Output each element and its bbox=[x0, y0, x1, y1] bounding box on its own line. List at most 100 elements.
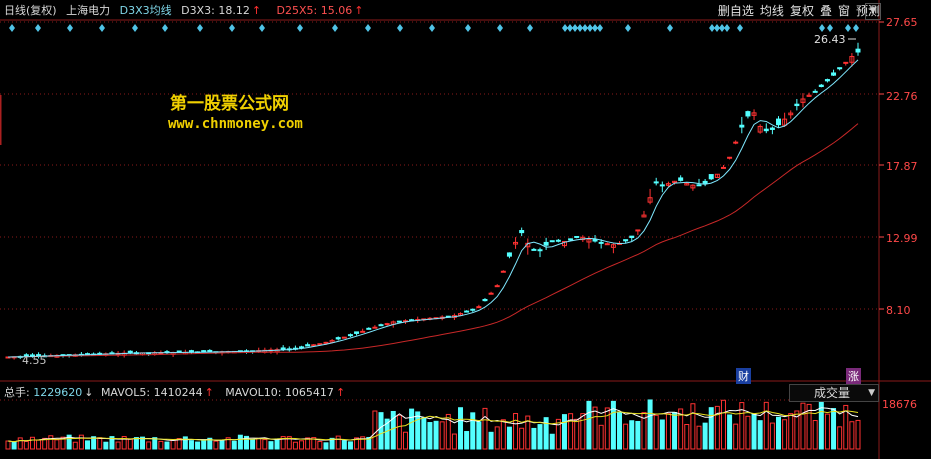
d25x5-label: D25X5: bbox=[276, 4, 318, 17]
candle-body bbox=[610, 244, 616, 248]
candle-body bbox=[751, 112, 757, 116]
signal-diamond bbox=[577, 24, 583, 32]
volume-bar bbox=[213, 440, 219, 450]
candle-body bbox=[549, 240, 555, 243]
signal-diamond bbox=[709, 24, 715, 32]
volume-bar bbox=[390, 410, 396, 450]
forecast-button[interactable]: 预测 bbox=[855, 4, 880, 18]
indicator-selector[interactable]: 成交量 ▼ bbox=[789, 384, 879, 402]
volume-bar bbox=[164, 441, 170, 450]
d3x3-readout: D3X3: 18.12 ↑ bbox=[181, 4, 267, 17]
candle-body bbox=[378, 324, 384, 327]
volume-bar bbox=[739, 402, 745, 450]
d25x5-line bbox=[7, 123, 859, 358]
volume-bar bbox=[48, 435, 54, 450]
down-arrow-icon: ↓ bbox=[84, 386, 94, 399]
volume-bar bbox=[561, 414, 567, 450]
candle-body bbox=[690, 184, 696, 189]
volume-bar bbox=[586, 400, 592, 450]
candle-body bbox=[323, 341, 329, 344]
volume-bar bbox=[549, 433, 555, 450]
signal-diamond bbox=[465, 24, 471, 32]
volume-bar bbox=[396, 414, 402, 450]
candle-body bbox=[372, 326, 378, 329]
volume-bar bbox=[464, 431, 470, 450]
volume-bar bbox=[751, 413, 757, 450]
candle-body bbox=[311, 344, 317, 347]
mavol10-line bbox=[7, 410, 859, 443]
volume-bar bbox=[592, 406, 598, 450]
volume-bar bbox=[280, 436, 286, 450]
volume-bar bbox=[629, 420, 635, 450]
finance-event-badge[interactable]: 财 bbox=[736, 368, 751, 384]
overlay-button[interactable]: 叠 bbox=[819, 4, 832, 18]
limit-up-event-badge[interactable]: 涨 bbox=[846, 368, 861, 384]
volume-bar bbox=[445, 413, 451, 450]
candle-body bbox=[598, 241, 604, 244]
volume-bar bbox=[537, 424, 543, 450]
volume-bar bbox=[818, 398, 824, 450]
volume-bar bbox=[690, 403, 696, 450]
candle-body bbox=[604, 243, 610, 246]
adjust-button[interactable]: 复权 bbox=[789, 4, 814, 18]
signal-diamond bbox=[162, 24, 168, 32]
indicator-selector-label: 成交量 bbox=[814, 386, 851, 400]
total-volume-value: 1229620 bbox=[33, 386, 83, 399]
candle-body bbox=[763, 128, 769, 132]
toolbar-dropdown-icon[interactable]: ▼ bbox=[865, 3, 881, 20]
signal-diamond bbox=[597, 24, 603, 32]
volume-bar bbox=[745, 415, 751, 450]
price-axis-label: 12.99 bbox=[886, 232, 918, 245]
volume-bar bbox=[207, 437, 213, 450]
volume-bar bbox=[678, 408, 684, 450]
signal-diamond bbox=[625, 24, 631, 32]
signal-diamond bbox=[332, 24, 338, 32]
signal-diamond bbox=[229, 24, 235, 32]
volume-bar bbox=[525, 415, 531, 450]
volume-bar bbox=[360, 436, 366, 450]
volume-bar bbox=[427, 422, 433, 450]
candle-body bbox=[714, 173, 720, 179]
d3x3-line bbox=[7, 59, 859, 358]
candle-body bbox=[464, 310, 470, 313]
candle-body bbox=[500, 270, 506, 273]
indicator-name[interactable]: D3X3均线 bbox=[119, 4, 172, 17]
volume-bar bbox=[555, 418, 561, 450]
signal-diamond bbox=[587, 24, 593, 32]
signal-diamond bbox=[737, 24, 743, 32]
price-axis-label: 22.76 bbox=[886, 90, 918, 103]
volume-bar bbox=[421, 417, 427, 450]
d3x3-label: D3X3: bbox=[181, 4, 215, 17]
window-button[interactable]: 窗 bbox=[837, 4, 850, 18]
volume-bar bbox=[451, 433, 457, 450]
signal-diamond bbox=[397, 24, 403, 32]
volume-bar bbox=[366, 436, 372, 450]
candle-body bbox=[806, 94, 812, 97]
volume-bar bbox=[84, 440, 90, 450]
volume-bar bbox=[788, 413, 794, 450]
candle-body bbox=[727, 156, 733, 159]
period-label[interactable]: 日线(复权) bbox=[4, 4, 57, 17]
volume-bar bbox=[66, 434, 72, 450]
volume-bar bbox=[237, 434, 243, 450]
signal-diamond bbox=[99, 24, 105, 32]
candle-body bbox=[555, 239, 561, 242]
ma-button[interactable]: 均线 bbox=[759, 4, 784, 18]
d3x3-value: 18.12 bbox=[218, 4, 250, 17]
volume-bar bbox=[531, 427, 537, 450]
volume-bar bbox=[812, 420, 818, 450]
candle-body bbox=[366, 327, 372, 330]
candle-body bbox=[341, 336, 347, 339]
remove-watchlist-button[interactable]: 删自选 bbox=[717, 4, 754, 18]
volume-bar bbox=[152, 437, 158, 450]
candle-body bbox=[494, 285, 500, 288]
candle-body bbox=[299, 346, 305, 349]
candle-body bbox=[317, 343, 323, 346]
volume-bar bbox=[610, 400, 616, 450]
candle-body bbox=[127, 350, 133, 354]
candle-body bbox=[384, 323, 390, 326]
candle-body bbox=[574, 235, 580, 238]
volume-bar bbox=[176, 438, 182, 450]
d25x5-value: 15.06 bbox=[320, 4, 353, 17]
